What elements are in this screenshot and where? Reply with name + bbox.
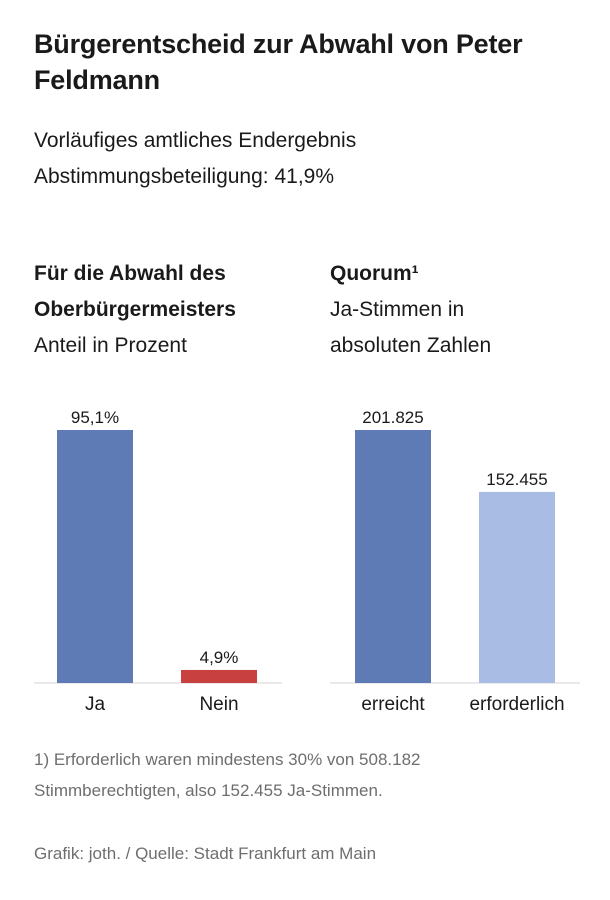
footnote-line1: 1) Erforderlich waren mindestens 30% von… [34,750,421,769]
tick-label-nein: Nein [199,694,238,715]
bar-nein [181,669,257,683]
tick-label-erreicht: erreicht [361,694,425,715]
footnote-line2: Stimmberechtigten, also 152.455 Ja-Stimm… [34,781,383,800]
right-panel-subtitle-line1: Ja-Stimmen in [330,298,465,321]
source-credit: Grafik: joth. / Quelle: Stadt Frankfurt … [34,844,377,863]
chart-title: Bürgerentscheid zur Abwahl von Peter Fel… [34,29,523,95]
left-panel-subtitle: Anteil in Prozent [34,334,187,357]
data-label-nein: 4,9% [200,648,239,667]
tick-label-ja: Ja [85,694,106,715]
footnote: 1) Erforderlich waren mindestens 30% von… [34,744,584,806]
tick-label-erforderlich: erforderlich [469,694,564,715]
bar-erforderlich [479,491,555,683]
data-label-erforderlich: 152.455 [486,470,547,489]
data-label-erreicht: 201.825 [362,408,423,427]
bar-ja [57,430,133,683]
right-panel-title: Quorum¹ [330,262,419,285]
left-panel-title-line2: Oberbürgermeisters [34,298,236,321]
bar-erreicht [355,430,431,683]
left-panel-title-line1: Für die Abwahl des [34,262,226,285]
data-label-ja: 95,1% [71,408,119,427]
turnout-text: Abstimmungsbeteiligung: 41,9% [34,165,335,188]
left-panel-heading: Für die Abwahl des Oberbürgermeisters An… [34,256,304,364]
right-panel-heading: Quorum¹ Ja-Stimmen in absoluten Zahlen [330,256,590,364]
chart-subtitle: Vorläufiges amtliches Endergebnis [34,129,357,152]
bar-charts: 95,1% Ja 4,9% Nein 201.825 erreicht 152.455 erf… [34,408,580,715]
right-panel-subtitle-line2: absoluten Zahlen [330,334,492,357]
